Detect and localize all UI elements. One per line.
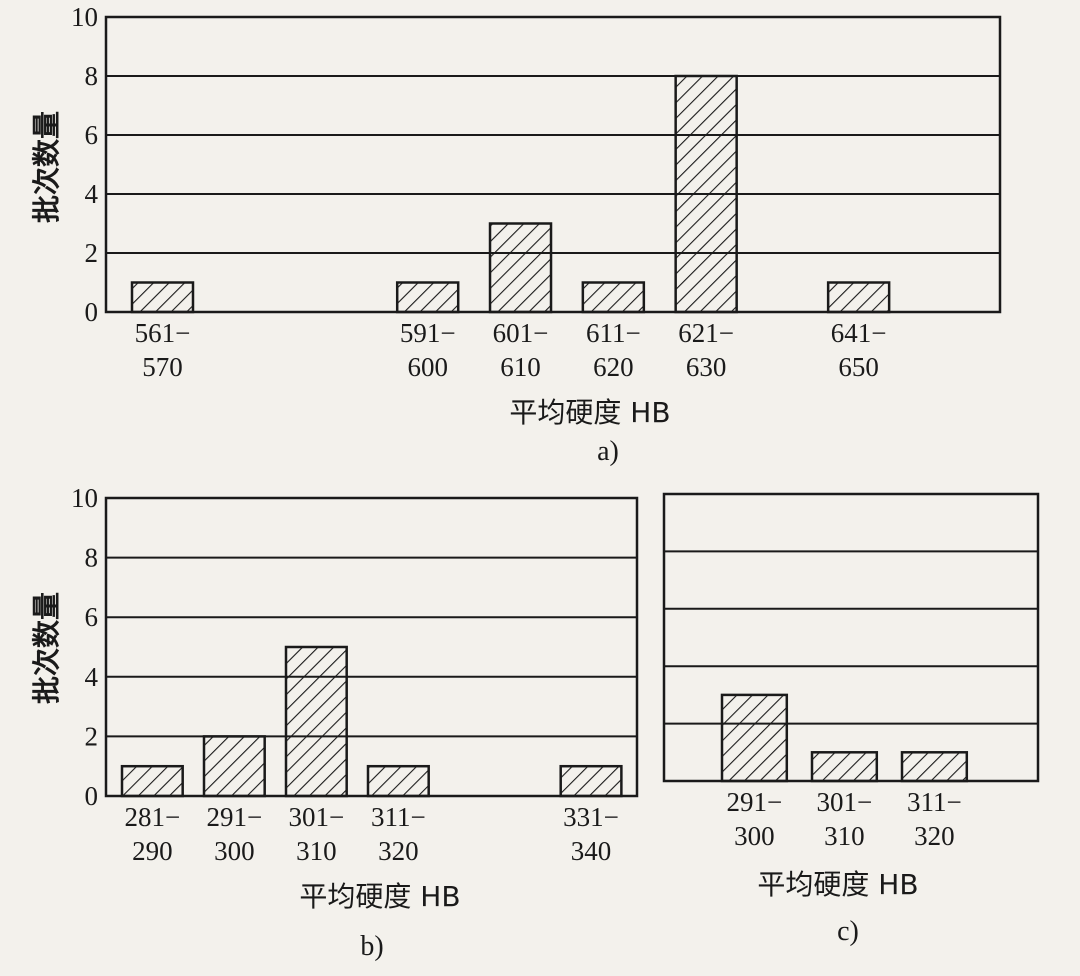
- x-axis-label: 平均硬度 HB: [757, 868, 918, 901]
- x-tick-label: 650: [838, 352, 879, 382]
- y-axis-label: 批次数量: [30, 111, 63, 223]
- panel-label: b): [360, 931, 383, 962]
- x-tick-label: 320: [378, 836, 419, 866]
- y-tick-label: 10: [71, 483, 98, 513]
- x-tick-label: 620: [593, 352, 634, 382]
- y-tick-label: 0: [85, 781, 99, 811]
- x-tick-label: 331−: [563, 802, 619, 832]
- y-tick-label: 10: [71, 2, 98, 32]
- x-tick-label: 561−: [135, 318, 191, 348]
- x-tick-label: 291−: [206, 802, 262, 832]
- panel-label: c): [837, 916, 859, 947]
- x-tick-label: 310: [296, 836, 337, 866]
- y-tick-label: 8: [85, 543, 99, 573]
- x-tick-label: 600: [407, 352, 448, 382]
- panel-label: a): [597, 436, 619, 467]
- chart-panel-1: 0 2 4 6 8 10 561− 570 591− 600 601− 610 611− 620 621− 6…: [30, 2, 1002, 467]
- x-tick-label: 621−: [678, 318, 734, 348]
- bar-3: [900, 751, 969, 783]
- y-tick-label: 2: [85, 238, 99, 268]
- x-axis-label: 平均硬度 HB: [509, 396, 670, 429]
- x-tick-label: 641−: [831, 318, 887, 348]
- bar-4: [581, 281, 646, 314]
- x-tick-label: 291−: [727, 787, 783, 817]
- x-tick-label: 610: [500, 352, 541, 382]
- y-tick-label: 0: [85, 297, 99, 327]
- bar-6: [826, 281, 891, 314]
- x-tick-label: 311−: [907, 787, 962, 817]
- plot-frame: [662, 492, 1040, 783]
- x-tick-label: 570: [142, 352, 183, 382]
- x-tick-label: 300: [734, 821, 775, 851]
- x-axis-label: 平均硬度 HB: [299, 880, 460, 913]
- bar-2: [395, 281, 460, 314]
- bar-2: [202, 735, 266, 798]
- y-tick-label: 2: [85, 721, 99, 751]
- x-tick-label: 340: [571, 836, 612, 866]
- x-tick-label: 301−: [288, 802, 344, 832]
- x-tick-label: 310: [824, 821, 865, 851]
- x-tick-label: 290: [132, 836, 173, 866]
- y-tick-label: 8: [85, 61, 99, 91]
- chart-panel-2: 0 2 4 6 8 10 281− 290 291− 300 301− 310 311− 320 331− 3…: [30, 483, 639, 962]
- bar-3: [284, 645, 348, 798]
- bar-5: [559, 764, 623, 798]
- x-tick-label: 311−: [371, 802, 426, 832]
- y-tick-label: 4: [85, 662, 99, 692]
- x-tick-label: 611−: [586, 318, 641, 348]
- bar-3: [488, 222, 553, 314]
- plot-frame: [104, 15, 1002, 314]
- x-tick-label: 281−: [124, 802, 180, 832]
- x-tick-label: 601−: [493, 318, 549, 348]
- bar-1: [720, 693, 789, 783]
- y-tick-label: 4: [85, 179, 99, 209]
- bar-4: [366, 764, 430, 798]
- x-tick-label: 630: [686, 352, 727, 382]
- x-tick-label: 320: [914, 821, 955, 851]
- x-tick-label: 301−: [817, 787, 873, 817]
- bar-5: [674, 74, 738, 314]
- bar-2: [810, 751, 879, 783]
- x-tick-label: 591−: [400, 318, 456, 348]
- y-tick-label: 6: [85, 602, 99, 632]
- y-tick-label: 6: [85, 120, 99, 150]
- bar-1: [120, 764, 184, 798]
- x-tick-label: 300: [214, 836, 255, 866]
- plot-frame: [104, 496, 639, 798]
- chart-panel-3: 291− 300 301− 310 311− 320 平均硬度 HB c): [662, 492, 1040, 947]
- y-axis-label: 批次数量: [30, 592, 63, 704]
- bar-1: [130, 281, 195, 314]
